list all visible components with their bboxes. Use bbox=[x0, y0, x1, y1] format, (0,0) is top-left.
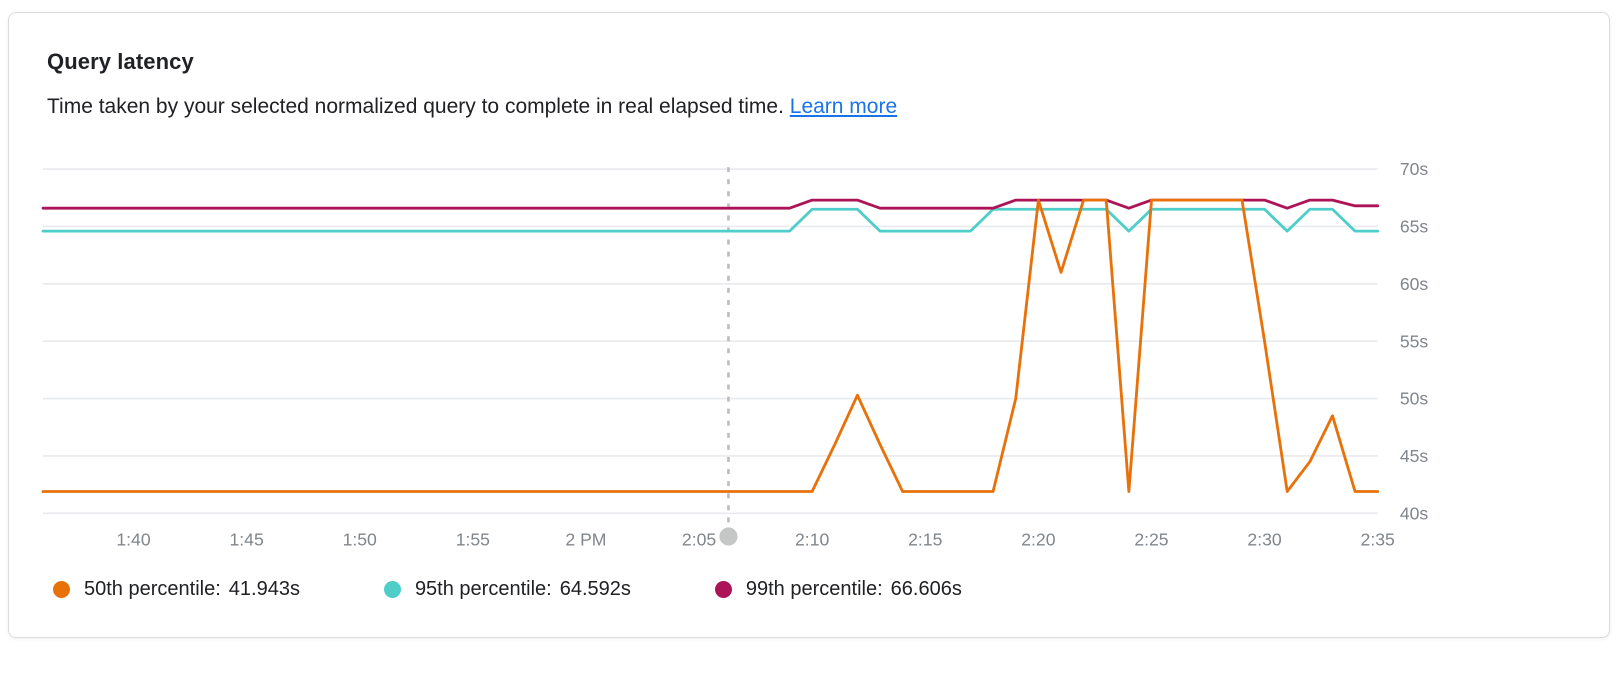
y-axis-label: 45s bbox=[1400, 446, 1429, 466]
page-title: Query latency bbox=[47, 49, 194, 74]
legend-item-p95[interactable]: 95th percentile: 64.592s bbox=[383, 577, 631, 601]
p50-color-dot-icon bbox=[53, 580, 70, 598]
x-axis-label: 2:30 bbox=[1247, 530, 1281, 550]
chart-description: Time taken by your selected normalized q… bbox=[47, 95, 1579, 119]
series-line-p95 bbox=[41, 207, 1380, 233]
legend-label-p99: 99th percentile: bbox=[745, 577, 883, 600]
legend-value-p50: 41.943s bbox=[228, 577, 300, 600]
chart-area[interactable]: 40s 45s 50s 55s 60s 65s 70s 1:40 1:45 1:50 1:55 2 P… bbox=[39, 153, 1579, 558]
legend-value-p95: 64.592s bbox=[559, 577, 631, 600]
legend-value-p99: 66.606s bbox=[890, 577, 962, 600]
series-line-p50 bbox=[41, 198, 1380, 493]
x-axis-label: 1:50 bbox=[343, 530, 377, 550]
learn-more-link[interactable]: Learn more bbox=[789, 95, 898, 118]
time-cursor-handle[interactable] bbox=[719, 527, 738, 546]
p95-color-dot-icon bbox=[383, 580, 401, 598]
y-axis-label: 50s bbox=[1400, 389, 1429, 409]
chart-legend: 50th percentile: 41.943s 95th percentile… bbox=[39, 578, 1579, 601]
chart-description-text: Time taken by your selected normalized q… bbox=[47, 95, 784, 118]
y-axis-label: 40s bbox=[1400, 503, 1429, 523]
query-latency-card: Query latency Time taken by your selecte… bbox=[8, 12, 1610, 638]
x-axis-label: 1:40 bbox=[116, 530, 150, 550]
x-axis-label: 2 PM bbox=[565, 530, 606, 550]
x-axis-label: 2:05 bbox=[682, 530, 716, 550]
x-axis-label: 1:45 bbox=[229, 530, 263, 550]
p99-color-dot-icon bbox=[714, 580, 732, 598]
x-axis-label: 2:35 bbox=[1361, 530, 1395, 550]
legend-label-p50: 50th percentile: bbox=[84, 577, 221, 600]
x-axis-label: 2:25 bbox=[1134, 530, 1168, 550]
x-axis-label: 2:10 bbox=[795, 530, 829, 550]
x-axis-label: 2:15 bbox=[908, 530, 942, 550]
y-axis-label: 65s bbox=[1400, 217, 1429, 237]
legend-item-p50[interactable]: 50th percentile: 41.943s bbox=[53, 578, 300, 601]
y-axis-label: 60s bbox=[1400, 274, 1429, 294]
legend-label-p95: 95th percentile: bbox=[414, 577, 552, 600]
legend-item-p99[interactable]: 99th percentile: 66.606s bbox=[714, 577, 962, 601]
latency-chart-svg[interactable]: 40s 45s 50s 55s 60s 65s 70s 1:40 1:45 1:50 1:55 2 P… bbox=[39, 153, 1579, 558]
x-axis-label: 1:55 bbox=[456, 530, 490, 550]
y-axis-label: 70s bbox=[1400, 159, 1429, 179]
y-axis-label: 55s bbox=[1400, 331, 1429, 351]
x-axis-label: 2:20 bbox=[1021, 530, 1055, 550]
